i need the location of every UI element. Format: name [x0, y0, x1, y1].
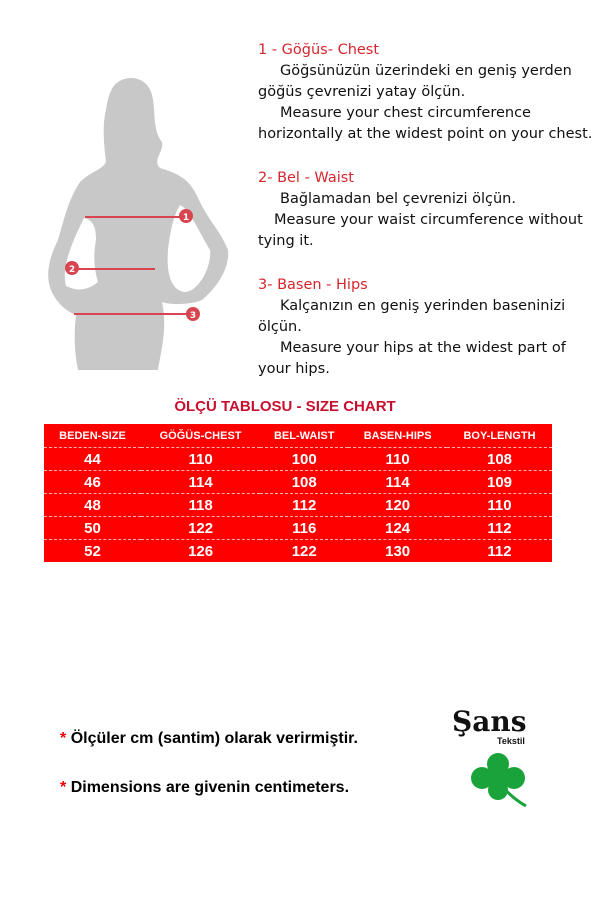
table-cell: 122 — [291, 542, 317, 560]
svg-text:2: 2 — [69, 265, 75, 275]
table-cell: 126 — [188, 542, 214, 560]
note-units-tr: * Ölçüler cm (santim) olarak verirmiştir… — [60, 730, 358, 748]
instruction-line: Göğsünüzün üzerindeki en geniş yerden — [280, 63, 572, 79]
instruction-heading: 2- Bel - Waist — [258, 170, 354, 186]
column-header: BEDEN-SIZE — [44, 424, 141, 448]
table-cell: 116 — [260, 516, 349, 540]
instruction-heading: 1 - Göğüs- Chest — [258, 42, 380, 58]
instruction-heading: 3- Basen - Hips — [258, 277, 368, 293]
instruction-chest: 1 - Göğüs- Chest Göğsünüzün üzerindeki e… — [258, 40, 592, 145]
instruction-line: your hips. — [258, 361, 330, 377]
note-text: Ölçüler cm (santim) olarak verirmiştir. — [70, 730, 358, 747]
table-cell: 112 — [260, 493, 349, 517]
table-cell: 48 — [44, 493, 141, 517]
instruction-line: Measure your chest circumference — [280, 105, 531, 121]
table-cell: 112 — [487, 542, 512, 560]
table-row: 44 110 100 110 108 — [44, 447, 552, 471]
table-cell: 118 — [140, 493, 261, 517]
table-cell: 110 — [447, 493, 552, 517]
svg-text:3: 3 — [190, 311, 196, 321]
table-cell: 44 — [44, 447, 141, 471]
clover-icon — [471, 753, 527, 808]
table-cell: 108 — [260, 470, 349, 494]
table-cell: 114 — [348, 470, 447, 494]
logo-name: Şans — [452, 705, 527, 738]
table-cell: 46 — [44, 470, 141, 494]
size-chart-title: ÖLÇÜ TABLOSU - SIZE CHART — [174, 398, 396, 415]
table-cell: 110 — [140, 447, 261, 471]
table-cell: 110 — [348, 447, 447, 471]
note-text: Dimensions are givenin centimeters. — [70, 779, 350, 796]
instruction-line: Measure your hips at the widest part of — [280, 340, 566, 356]
column-header: BOY-LENGTH — [447, 424, 552, 448]
instruction-line: göğüs çevrenizi yatay ölçün. — [258, 84, 466, 100]
logo-subtitle: Tekstil — [497, 736, 525, 746]
table-cell: 124 — [348, 516, 447, 540]
svg-text:1: 1 — [183, 213, 189, 223]
table-cell: 130 — [385, 542, 411, 560]
instruction-hips: 3- Basen - Hips Kalçanızın en geniş yeri… — [258, 275, 566, 380]
table-cell: 109 — [447, 470, 552, 494]
note-star: * — [60, 730, 67, 747]
column-header: BEL-WAIST — [260, 424, 349, 448]
table-cell: 52 — [84, 542, 101, 560]
table-cell: 122 — [140, 516, 261, 540]
table-cell: 120 — [348, 493, 447, 517]
instruction-line: Kalçanızın en geniş yerinden baseninizi — [280, 298, 566, 314]
column-header: BASEN-HIPS — [348, 424, 447, 448]
table-row: 50 122 116 124 112 — [44, 516, 552, 540]
table-cell: 50 — [44, 516, 141, 540]
instruction-waist: 2- Bel - Waist Bağlamadan bel çevrenizi … — [258, 168, 583, 252]
size-chart-table: BEDEN-SIZE GÖĞÜS-CHEST BEL-WAIST BASEN-H… — [44, 424, 552, 562]
table-row: 52 126 122 130 112 — [44, 540, 552, 563]
note-units-en: * Dimensions are givenin centimeters. — [60, 779, 349, 797]
column-header: GÖĞÜS-CHEST — [140, 424, 261, 448]
table-row: 46 114 108 114 109 — [44, 470, 552, 494]
brand-logo: Şans Tekstil — [452, 708, 538, 814]
body-silhouette-figure: 1 2 3 — [48, 78, 229, 370]
instruction-line: horizontally at the widest point on your… — [258, 126, 593, 142]
table-cell: 108 — [447, 447, 552, 471]
instruction-line: ölçün. — [258, 319, 302, 335]
table-cell: 114 — [140, 470, 261, 494]
table-cell: 100 — [260, 447, 349, 471]
table-row: 48 118 112 120 110 — [44, 493, 552, 517]
instruction-line: tying it. — [258, 233, 314, 249]
note-star: * — [60, 779, 67, 796]
table-header-row: BEDEN-SIZE GÖĞÜS-CHEST BEL-WAIST BASEN-H… — [44, 424, 552, 448]
instruction-line: Measure your waist circumference without — [274, 212, 583, 228]
table-cell: 112 — [447, 516, 552, 540]
instruction-line: Bağlamadan bel çevrenizi ölçün. — [280, 191, 516, 207]
